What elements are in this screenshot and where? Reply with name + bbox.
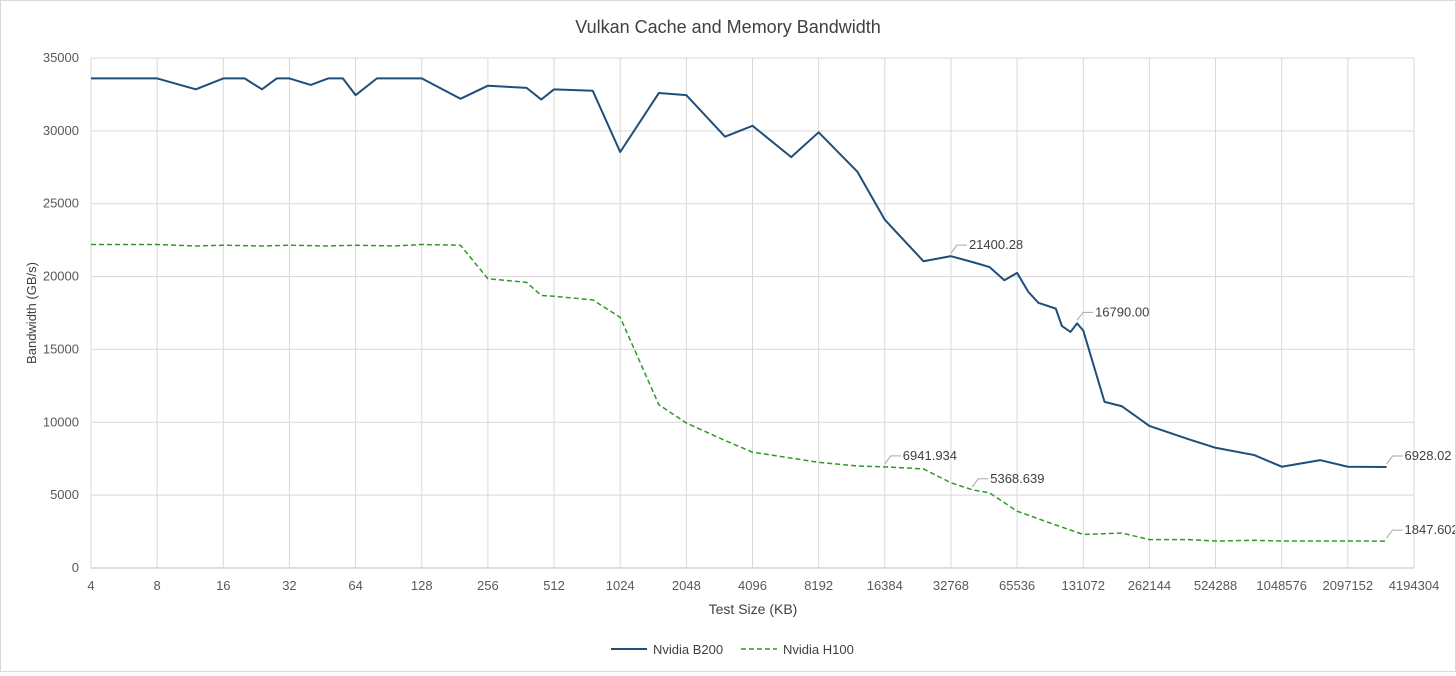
annotation-label: 1847.602	[1405, 522, 1455, 537]
x-tick-label: 16	[216, 578, 230, 593]
x-axis-ticks: 4 8 16 32 64 128 256 512 1024 2048 4096 8192 16384 32…	[87, 578, 1439, 593]
x-tick-label: 512	[543, 578, 565, 593]
x-axis-title: Test Size (KB)	[709, 601, 798, 617]
y-tick-label: 10000	[43, 414, 79, 429]
x-tick-label: 1048576	[1256, 578, 1307, 593]
x-tick-label: 64	[348, 578, 362, 593]
legend: Nvidia B200 Nvidia H100	[611, 642, 854, 657]
chart-title: Vulkan Cache and Memory Bandwidth	[575, 17, 881, 37]
annotation-leader	[1386, 455, 1403, 465]
x-tick-label: 1024	[606, 578, 635, 593]
y-tick-label: 25000	[43, 196, 79, 211]
y-tick-label: 35000	[43, 50, 79, 65]
y-tick-label: 20000	[43, 269, 79, 284]
annotation-label: 16790.00	[1095, 304, 1149, 319]
x-tick-label: 262144	[1128, 578, 1171, 593]
annotation-leader	[1386, 529, 1403, 539]
y-axis-title: Bandwidth (GB/s)	[24, 262, 39, 364]
x-tick-label: 8192	[804, 578, 833, 593]
x-tick-label: 8	[154, 578, 161, 593]
x-tick-label: 524288	[1194, 578, 1237, 593]
x-tick-label: 4194304	[1389, 578, 1440, 593]
y-tick-label: 30000	[43, 123, 79, 138]
series-lines	[91, 77, 1387, 542]
series-line-h100	[91, 243, 1387, 542]
y-tick-label: 0	[72, 560, 79, 575]
annotation-label: 6928.02	[1405, 448, 1452, 463]
x-tick-label: 4096	[738, 578, 767, 593]
x-tick-label: 32768	[933, 578, 969, 593]
x-tick-label: 131072	[1062, 578, 1105, 593]
annotation-leader	[1076, 311, 1094, 321]
x-tick-label: 128	[411, 578, 433, 593]
annotation-leader	[971, 478, 989, 488]
x-tick-label: 2097152	[1323, 578, 1374, 593]
x-tick-label: 65536	[999, 578, 1035, 593]
legend-label: Nvidia B200	[653, 642, 723, 657]
x-tick-label: 256	[477, 578, 499, 593]
x-tick-label: 4	[87, 578, 94, 593]
annotation-label: 21400.28	[969, 237, 1023, 252]
annotation-label: 6941.934	[903, 448, 957, 463]
annotation-leader	[884, 455, 901, 465]
data-annotations: 21400.28 16790.00 6928.02 6941.934 5368.639 1…	[884, 237, 1456, 539]
y-axis-ticks: 0 5000 10000 15000 20000 25000 30000 35000	[43, 50, 79, 575]
y-tick-label: 15000	[43, 341, 79, 356]
annotation-leader	[950, 244, 967, 254]
annotation-label: 5368.639	[990, 471, 1044, 486]
y-tick-label: 5000	[50, 487, 79, 502]
x-tick-label: 32	[282, 578, 296, 593]
legend-label: Nvidia H100	[783, 642, 854, 657]
x-tick-label: 16384	[867, 578, 903, 593]
x-tick-label: 2048	[672, 578, 701, 593]
grid-lines	[90, 57, 1415, 569]
series-line-b200	[91, 77, 1387, 469]
